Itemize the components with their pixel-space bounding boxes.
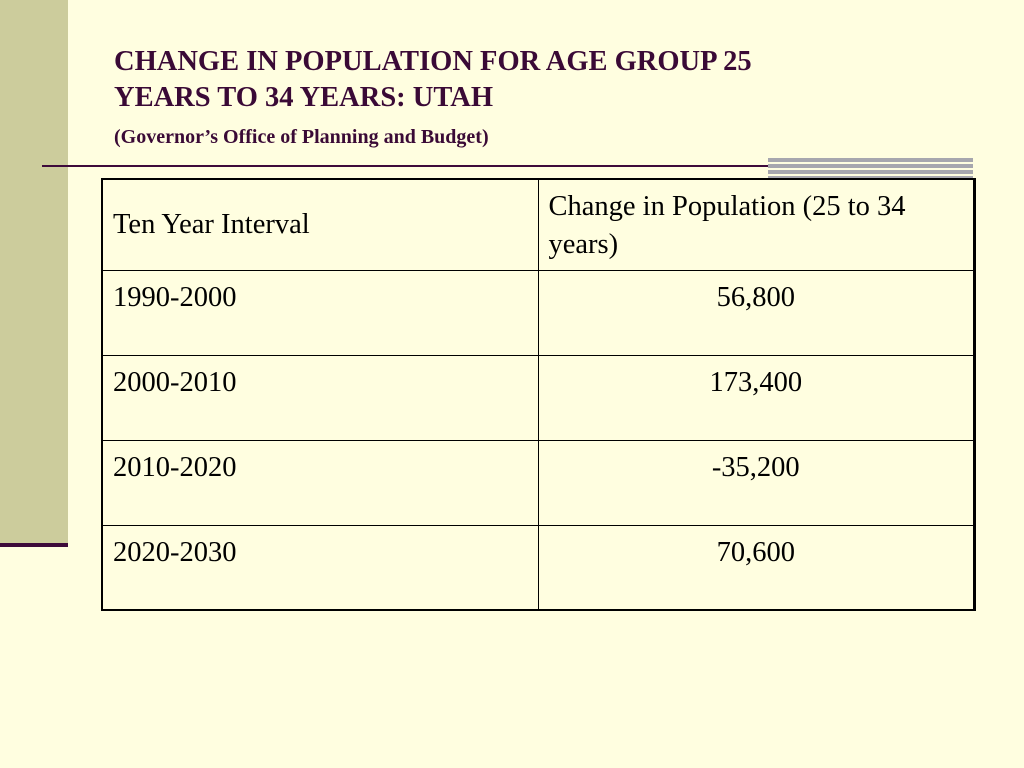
table-row: 2000-2010 173,400 — [102, 355, 974, 441]
header-interval: Ten Year Interval — [102, 179, 539, 271]
table-row: 2010-2020 -35,200 — [102, 440, 974, 526]
header-change: Change in Population (25 to 34 years) — [537, 179, 974, 271]
cell-interval: 2020-2030 — [102, 525, 539, 611]
title-line-1: CHANGE IN POPULATION FOR AGE GROUP 25 — [114, 46, 752, 77]
population-table: Ten Year Interval Change in Population (… — [102, 179, 974, 611]
cell-change: 70,600 — [537, 525, 974, 611]
cell-change: -35,200 — [537, 440, 974, 526]
side-decoration-bar — [0, 0, 68, 546]
cell-change: 173,400 — [537, 355, 974, 441]
title-line-2: YEARS TO 34 YEARS: UTAH — [114, 82, 494, 113]
table-row: 2020-2030 70,600 — [102, 525, 974, 611]
decorative-grey-block — [768, 158, 973, 178]
slide-title: CHANGE IN POPULATION FOR AGE GROUP 25 YE… — [114, 44, 994, 116]
side-accent-line — [0, 543, 68, 547]
table-header-row: Ten Year Interval Change in Population (… — [102, 179, 974, 271]
cell-change: 56,800 — [537, 270, 974, 356]
cell-interval: 2000-2010 — [102, 355, 539, 441]
cell-interval: 1990-2000 — [102, 270, 539, 356]
cell-interval: 2010-2020 — [102, 440, 539, 526]
table-row: 1990-2000 56,800 — [102, 270, 974, 356]
slide-subtitle: (Governor’s Office of Planning and Budge… — [114, 126, 489, 148]
title-divider — [42, 165, 973, 167]
